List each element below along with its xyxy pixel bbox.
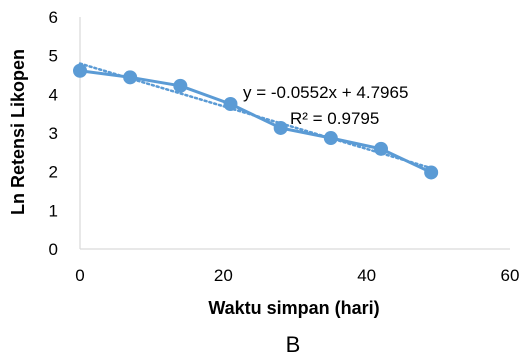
data-point [223, 97, 238, 111]
y-tick-label: 0 [49, 240, 58, 259]
x-tick-label: 0 [75, 266, 84, 285]
trendline-r2: R² = 0.9795 [290, 109, 379, 128]
x-tick-label: 60 [501, 266, 520, 285]
y-axis-title: Ln Retensi Likopen [8, 49, 28, 215]
y-tick-label: 1 [49, 201, 58, 220]
series-layer [73, 63, 439, 180]
x-tick-label: 40 [357, 266, 376, 285]
trendline-equation: y = -0.0552x + 4.7965 [243, 83, 408, 102]
y-tick-label: 5 [49, 47, 58, 66]
y-tick-label: 2 [49, 163, 58, 182]
axes [79, 17, 510, 250]
panel-label: B [286, 332, 301, 357]
data-point [123, 70, 138, 85]
y-tick-label: 4 [49, 85, 58, 104]
y-tick-label: 3 [49, 124, 58, 143]
data-point [424, 165, 439, 180]
y-tick-labels: 0 1 2 3 4 5 6 [49, 8, 58, 259]
data-point [374, 141, 388, 156]
y-tick-label: 6 [49, 8, 58, 27]
data-point [273, 120, 288, 135]
x-tick-labels: 0 20 40 60 [75, 266, 519, 285]
data-point [323, 131, 338, 146]
data-point [73, 63, 87, 78]
x-tick-label: 20 [214, 266, 233, 285]
data-point [173, 78, 188, 93]
x-axis-title: Waktu simpan (hari) [208, 298, 379, 318]
series-line [79, 69, 432, 174]
